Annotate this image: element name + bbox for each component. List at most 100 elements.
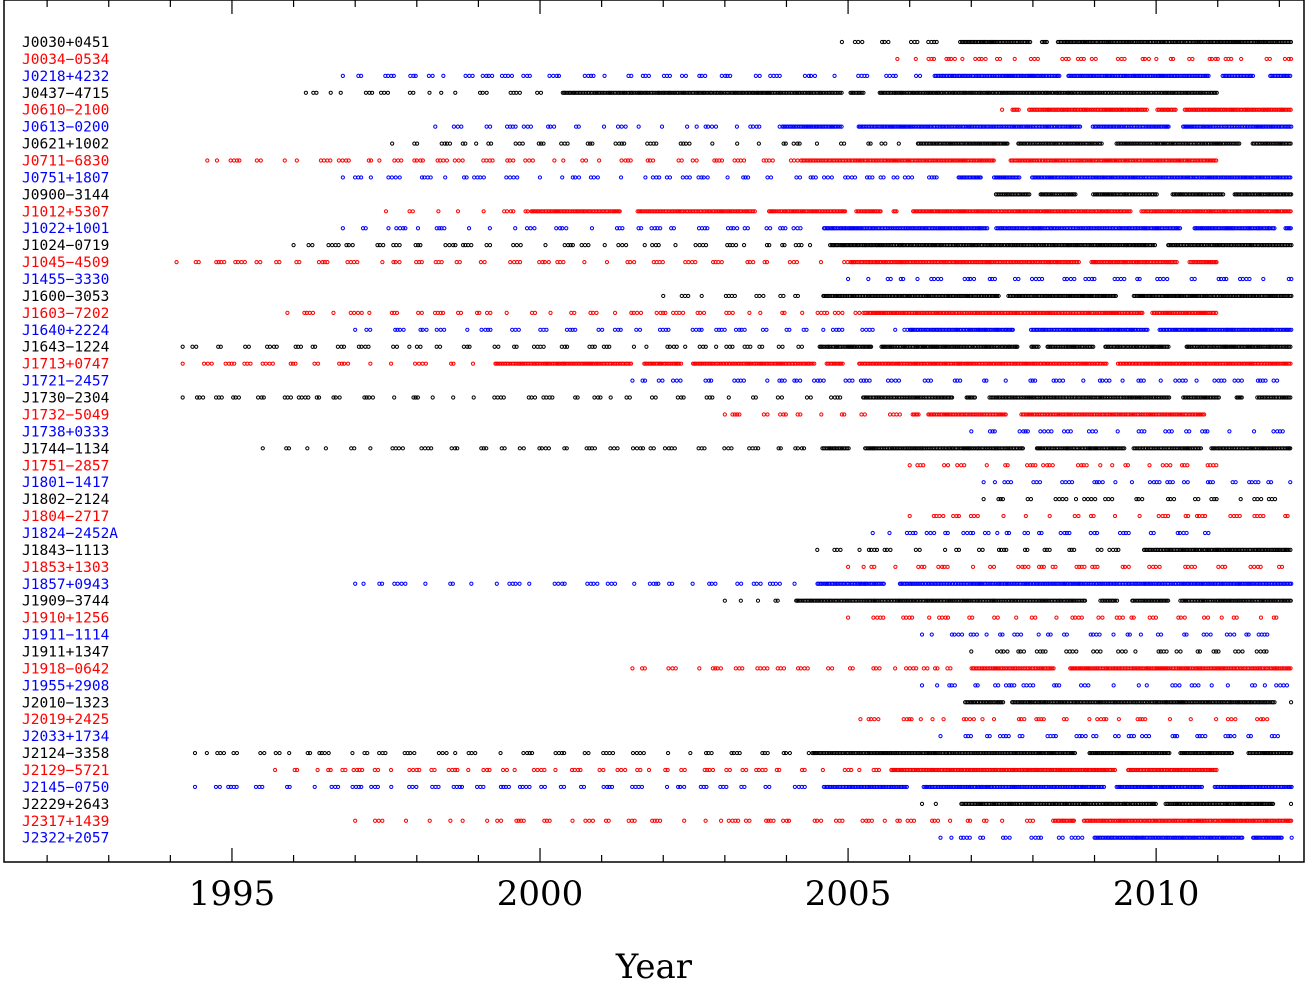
data-point <box>913 56 918 62</box>
data-point <box>242 259 247 265</box>
data-point <box>908 39 914 45</box>
data-point <box>397 327 403 332</box>
data-point <box>576 175 582 180</box>
data-point <box>487 226 492 231</box>
series-label: J1024−0719 <box>22 238 109 254</box>
data-point <box>615 124 621 129</box>
series-label: J1751−2857 <box>22 458 109 474</box>
data-point <box>944 56 949 62</box>
data-point <box>537 259 542 265</box>
data-point <box>960 56 965 62</box>
data-point <box>667 175 673 180</box>
series-label: J0437−4715 <box>22 86 109 102</box>
series-label: J0034−0534 <box>22 52 110 68</box>
data-point <box>860 39 865 45</box>
data-point <box>807 243 813 248</box>
data-point <box>1192 276 1197 282</box>
data-point <box>741 158 747 163</box>
data-point <box>914 73 919 78</box>
data-point <box>291 243 296 248</box>
data-point <box>861 90 866 95</box>
data-point <box>618 175 624 180</box>
data-point <box>733 327 739 332</box>
data-point <box>565 141 570 146</box>
data-point <box>1079 56 1084 62</box>
data-point <box>377 243 382 248</box>
data-point <box>703 243 709 248</box>
data-point <box>307 310 312 315</box>
data-point <box>791 226 796 231</box>
data-point <box>517 90 522 95</box>
data-point <box>316 259 322 265</box>
data-point <box>997 56 1003 62</box>
data-point <box>532 310 538 315</box>
data-point <box>949 56 954 62</box>
data-point <box>602 73 607 78</box>
data-point <box>679 293 684 299</box>
data-point <box>1209 56 1214 62</box>
data-point <box>403 226 408 231</box>
data-point <box>484 90 489 95</box>
data-point <box>815 310 820 315</box>
data-point <box>965 39 970 45</box>
data-point <box>414 158 419 163</box>
data-point <box>1068 276 1073 282</box>
data-point <box>887 73 892 78</box>
data-point <box>1000 107 1005 112</box>
data-point <box>683 141 689 146</box>
data-point <box>687 175 692 180</box>
data-point <box>738 158 743 163</box>
data-point <box>657 259 662 265</box>
data-point <box>558 259 563 265</box>
data-point <box>1024 73 1030 78</box>
series-label: J2317+1439 <box>22 814 109 830</box>
series-label: J1603−7202 <box>22 306 109 322</box>
data-point <box>1261 276 1266 282</box>
data-point <box>661 293 666 299</box>
data-point <box>1243 39 1248 45</box>
data-point <box>929 90 934 95</box>
data-point <box>1055 90 1060 95</box>
data-point <box>732 158 737 163</box>
data-point <box>952 56 957 62</box>
data-point <box>795 158 800 163</box>
data-point <box>1032 56 1037 62</box>
data-point <box>386 175 391 180</box>
data-point <box>428 175 433 180</box>
data-point <box>438 327 443 332</box>
data-point <box>359 175 364 180</box>
data-point <box>825 175 831 180</box>
data-point <box>870 175 875 180</box>
data-point <box>514 243 519 248</box>
data-point <box>294 158 299 163</box>
series-label: J1012+5307 <box>22 204 109 220</box>
data-point <box>799 243 804 248</box>
data-point <box>397 259 402 265</box>
data-point <box>902 175 908 180</box>
data-point <box>1035 56 1040 62</box>
data-point <box>1190 56 1195 62</box>
data-point <box>551 124 557 129</box>
data-point <box>390 141 395 146</box>
data-point <box>735 141 740 146</box>
data-point <box>758 310 763 315</box>
data-point <box>753 73 758 78</box>
data-point <box>441 73 446 78</box>
data-point <box>506 73 511 78</box>
series-label: J1853+1303 <box>22 560 109 576</box>
data-point <box>453 90 458 95</box>
data-point <box>573 327 578 332</box>
data-point <box>582 73 587 78</box>
data-point <box>303 90 308 95</box>
data-point <box>767 243 772 248</box>
data-point <box>484 310 490 315</box>
data-point <box>548 310 553 315</box>
series-label: J1732−5049 <box>22 407 109 423</box>
data-point <box>934 175 939 180</box>
data-point <box>731 226 736 231</box>
data-point <box>671 226 676 231</box>
data-point <box>977 56 982 62</box>
data-point <box>635 310 640 315</box>
data-point <box>381 243 386 248</box>
data-point <box>481 209 486 214</box>
